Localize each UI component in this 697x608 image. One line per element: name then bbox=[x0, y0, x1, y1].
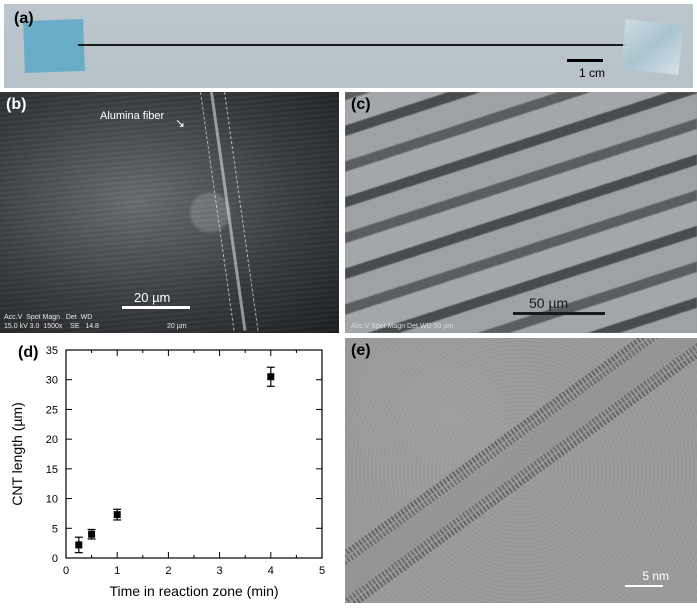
panel-e-tem: (e) 5 nm bbox=[345, 338, 697, 603]
svg-text:5: 5 bbox=[52, 523, 58, 535]
panel-e-label: (e) bbox=[351, 342, 371, 360]
svg-text:1: 1 bbox=[114, 565, 120, 577]
tape-right bbox=[621, 19, 684, 75]
panel-e-scale-text: 5 nm bbox=[642, 569, 669, 583]
svg-text:20: 20 bbox=[46, 434, 58, 446]
panel-d-label: (d) bbox=[18, 344, 38, 362]
panel-b-sem: (b) Alumina fiber ↘ 20 µm Acc.V Spot Mag… bbox=[0, 92, 339, 333]
alumina-arrow-icon: ↘ bbox=[175, 116, 185, 130]
panel-c-metadata: Acc.V Spot Magn Det WD 50 µm bbox=[351, 323, 453, 330]
panel-c-scale-bar bbox=[513, 312, 605, 315]
panel-b-label: (b) bbox=[6, 96, 26, 114]
svg-text:0: 0 bbox=[52, 553, 58, 565]
svg-text:4: 4 bbox=[268, 565, 274, 577]
fiber-sample bbox=[78, 44, 626, 46]
panel-e-scale-bar bbox=[625, 585, 663, 587]
svg-text:35: 35 bbox=[46, 345, 58, 357]
svg-text:10: 10 bbox=[46, 494, 58, 506]
svg-text:15: 15 bbox=[46, 464, 58, 476]
panel-a-label: (a) bbox=[14, 10, 34, 28]
svg-text:2: 2 bbox=[165, 565, 171, 577]
svg-text:5: 5 bbox=[319, 565, 325, 577]
svg-text:0: 0 bbox=[63, 565, 69, 577]
panel-b-scale-bar bbox=[122, 306, 190, 309]
panel-d-chart: (d) 0 1 2 3 4 5 0 5 10 15 20 25 30 35 Time in reaction… bbox=[0, 338, 339, 603]
panel-a-scale-text: 1 cm bbox=[579, 66, 605, 80]
panel-a-scale-bar bbox=[567, 59, 603, 62]
panel-c-texture bbox=[345, 92, 697, 333]
svg-text:25: 25 bbox=[46, 404, 58, 416]
panel-c-sem: (c) 50 µm Acc.V Spot Magn Det WD 50 µm bbox=[345, 92, 697, 333]
panel-a-photo: (a) 1 cm bbox=[4, 4, 693, 88]
svg-text:Time in reaction zone (min): Time in reaction zone (min) bbox=[109, 583, 278, 599]
panel-c-scale-text: 50 µm bbox=[529, 295, 568, 311]
panel-c-label: (c) bbox=[351, 96, 371, 114]
svg-text:3: 3 bbox=[217, 565, 223, 577]
alumina-annotation: Alumina fiber bbox=[100, 110, 164, 122]
cnt-length-chart: 0 1 2 3 4 5 0 5 10 15 20 25 30 35 Time in reaction zon… bbox=[0, 338, 339, 603]
panel-b-scale-text: 20 µm bbox=[134, 290, 170, 305]
panel-b-metadata: Acc.V Spot Magn Det WD 15.0 kV 3.0 1500x… bbox=[4, 314, 187, 331]
svg-text:30: 30 bbox=[46, 375, 58, 387]
svg-text:CNT length (µm): CNT length (µm) bbox=[9, 402, 25, 506]
